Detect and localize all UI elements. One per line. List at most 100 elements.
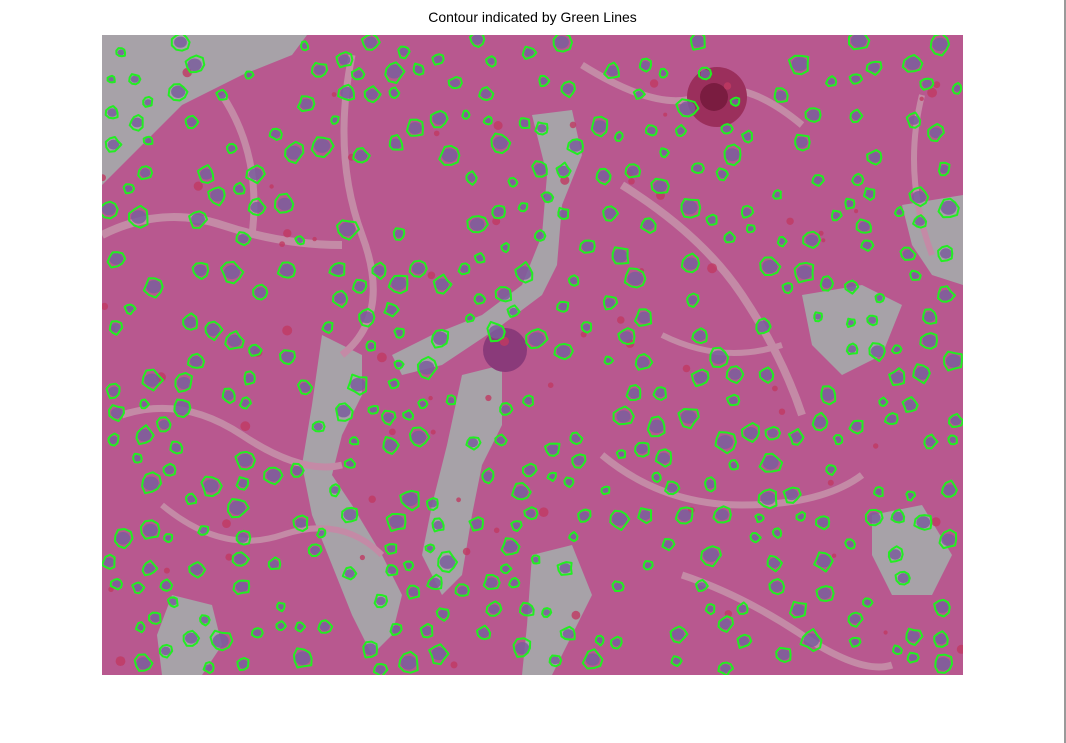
red-blood-cell — [430, 429, 436, 435]
nucleus-contour — [922, 308, 938, 325]
red-blood-cell — [649, 79, 659, 88]
nucleus — [470, 218, 485, 231]
nucleus-contour — [773, 87, 789, 103]
nucleus-contour — [938, 528, 958, 550]
nucleus — [509, 307, 518, 316]
nucleus — [387, 544, 397, 553]
nucleus-contour — [387, 274, 409, 295]
nucleus-contour — [560, 80, 576, 99]
nucleus-contour — [704, 603, 716, 616]
nucleus — [133, 583, 143, 592]
nucleus — [864, 189, 874, 198]
nucleus-contour — [794, 133, 811, 152]
nucleus-contour — [568, 531, 579, 543]
nucleus-contour — [617, 327, 636, 346]
nucleus-contour — [787, 54, 810, 76]
nucleus-contour — [388, 134, 404, 151]
nucleus — [923, 311, 936, 322]
nucleus-contour — [901, 53, 924, 73]
nucleus — [237, 233, 249, 244]
nucleus — [433, 331, 448, 345]
nucleus — [585, 653, 600, 666]
nucleus-contour — [267, 556, 282, 571]
nucleus — [678, 509, 692, 522]
nucleus — [435, 278, 449, 291]
nucleus — [681, 200, 698, 215]
red-blood-cell — [818, 230, 824, 236]
nucleus — [851, 421, 862, 431]
nucleus-contour — [108, 320, 124, 336]
nucleus — [183, 316, 197, 328]
nucleus — [241, 399, 250, 407]
nucleus — [904, 399, 917, 411]
nucleus-contour — [163, 533, 174, 544]
nucleus-contour — [362, 640, 378, 659]
nucleus-contour — [500, 563, 513, 575]
nucleus — [130, 75, 139, 83]
nucleus-contour — [235, 529, 252, 546]
nucleus — [602, 487, 609, 493]
nucleus-contour — [389, 622, 403, 636]
nucleus — [150, 613, 161, 623]
nucleus — [191, 213, 205, 226]
red-blood-cell — [368, 495, 376, 503]
nucleus — [394, 229, 404, 238]
nucleus-contour — [199, 614, 211, 627]
nucleus-contour — [445, 394, 457, 406]
nucleus-contour — [894, 570, 911, 586]
nucleus-contour — [557, 206, 570, 221]
nucleus — [537, 124, 547, 133]
nucleus-contour — [848, 35, 871, 51]
nucleus-contour — [771, 527, 783, 539]
nucleus-contour — [329, 483, 341, 498]
nucleus — [820, 388, 835, 401]
nucleus-contour — [775, 646, 792, 663]
nucleus — [408, 122, 422, 135]
nucleus — [912, 191, 926, 204]
red-blood-cell — [854, 209, 859, 214]
nucleus-contour — [862, 187, 876, 202]
nucleus-contour — [182, 629, 201, 647]
nucleus — [512, 521, 521, 529]
nucleus-contour — [428, 643, 450, 666]
nucleus — [934, 633, 947, 645]
nucleus — [803, 633, 820, 647]
nucleus-contour — [102, 200, 119, 220]
nucleus — [778, 238, 786, 245]
nucleus — [514, 486, 528, 499]
nucleus-contour — [405, 118, 424, 137]
nucleus-contour — [247, 197, 267, 217]
nucleus — [447, 397, 455, 404]
nucleus-contour — [141, 368, 164, 392]
nucleus — [223, 390, 234, 401]
nucleus — [441, 148, 458, 163]
nucleus — [363, 643, 377, 655]
nucleus — [907, 630, 920, 642]
nucleus-contour — [336, 219, 360, 241]
nucleus — [767, 428, 778, 438]
red-blood-cell — [571, 610, 581, 620]
nucleus-contour — [220, 260, 245, 285]
nucleus — [277, 197, 293, 211]
nucleus-contour — [491, 204, 506, 220]
nucleus — [190, 356, 203, 367]
nucleus-contour — [113, 528, 134, 550]
nucleus — [751, 534, 759, 541]
nucleus-contour — [485, 55, 497, 68]
nucleus-contour — [566, 138, 584, 156]
nucleus-contour — [717, 615, 734, 633]
nucleus — [142, 476, 159, 491]
red-blood-cell — [547, 382, 554, 389]
nucleus-contour — [384, 61, 406, 84]
nucleus-contour — [166, 596, 179, 609]
nucleus-contour — [544, 442, 561, 457]
nucleus — [480, 89, 491, 99]
nucleus — [395, 329, 404, 337]
nucleus-contour — [238, 396, 252, 410]
nucleus-contour — [745, 224, 756, 234]
red-blood-cell — [569, 121, 577, 129]
nucleus-contour — [612, 405, 635, 426]
nucleus-contour — [358, 307, 376, 328]
nucleus-contour — [465, 170, 478, 186]
nucleus-contour — [123, 303, 137, 316]
